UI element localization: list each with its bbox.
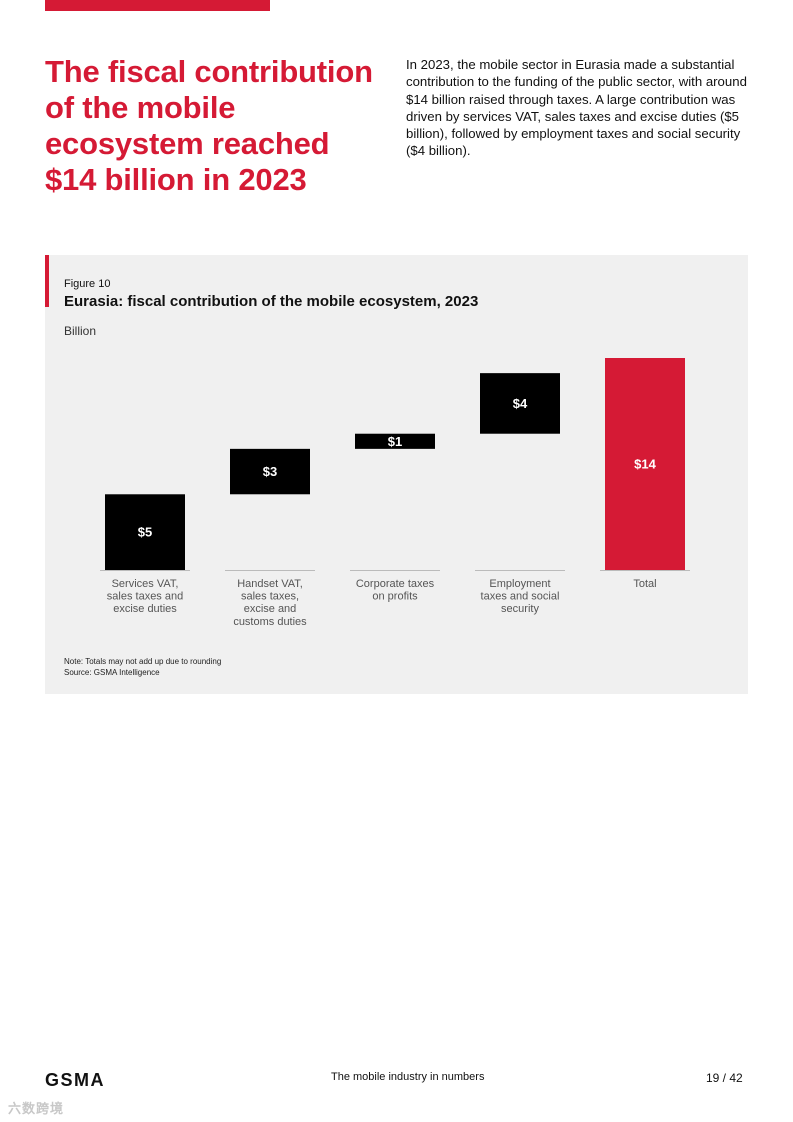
bar-value-label: $5	[138, 525, 152, 540]
waterfall-bar	[355, 433, 435, 449]
bar-value-label: $4	[513, 396, 528, 411]
footer-title: The mobile industry in numbers	[331, 1071, 485, 1083]
category-label: Total	[633, 578, 656, 590]
figure-number: Figure 10	[64, 278, 111, 290]
gsma-logo: GSMA	[45, 1070, 105, 1090]
chart-unit-label: Billion	[64, 324, 97, 338]
top-accent-bar	[45, 0, 270, 11]
figure-source: Source: GSMA Intelligence	[64, 667, 160, 677]
figure-accent-bar	[45, 255, 49, 307]
category-label: Corporate taxes on profits	[356, 578, 435, 603]
waterfall-bar	[230, 448, 310, 495]
page-headline: The fiscal contribution of the mobile ec…	[45, 54, 373, 197]
category-label: Employment taxes and social security	[481, 578, 560, 615]
figure-title: Eurasia: fiscal contribution of the mobi…	[64, 293, 479, 310]
figure-note: Note: Totals may not add up due to round…	[64, 657, 222, 666]
category-label: Services VAT, sales taxes and excise dutie…	[107, 578, 183, 615]
bar-value-label: $14	[634, 457, 656, 472]
waterfall-bar	[480, 373, 560, 434]
waterfall-chart: $5 Services VAT, sales taxes and excise dut…	[100, 358, 690, 628]
watermark: 六数跨境	[8, 1101, 65, 1116]
waterfall-bar	[105, 494, 185, 570]
figure-notes: Note: Totals may not add up due to round…	[64, 657, 221, 678]
page-number: 19 / 42	[706, 1071, 743, 1085]
total-bar	[605, 358, 685, 570]
intro-paragraph: In 2023, the mobile sector in Eurasia ma…	[406, 57, 747, 159]
bar-value-label: $3	[263, 464, 277, 479]
bar-value-label: $1	[388, 434, 402, 449]
category-label: Handset VAT, sales taxes, excise and custom…	[233, 578, 307, 628]
